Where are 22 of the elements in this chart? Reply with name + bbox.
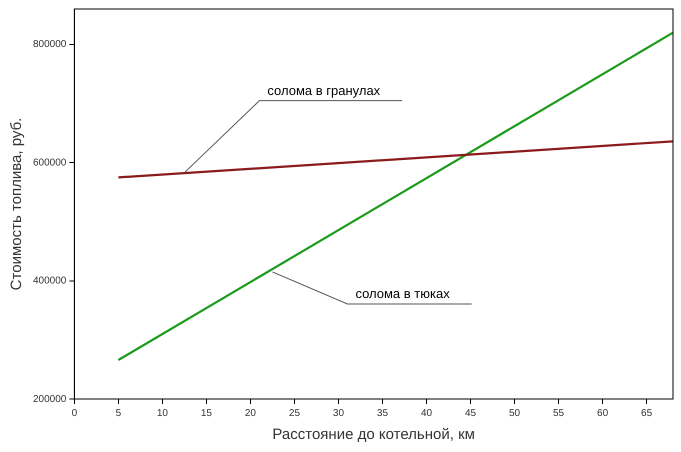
y-tick-label: 200000 <box>32 394 67 405</box>
annotation: солома в гранулах <box>267 82 381 98</box>
x-axis-title: Расстояние до котельной, км <box>272 426 475 444</box>
x-tick-label: 25 <box>288 408 300 419</box>
y-tick-label: 600000 <box>32 157 67 168</box>
x-tick-label: 60 <box>597 408 609 419</box>
x-tick-label: 10 <box>156 408 168 419</box>
x-tick-label: 0 <box>72 408 78 419</box>
x-tick-label: 45 <box>464 408 477 419</box>
x-tick-label: 15 <box>200 408 212 419</box>
y-axis-title: Стоимость топлива, руб. <box>8 118 26 290</box>
x-tick-label: 5 <box>116 408 122 419</box>
annotation: солома в тюках <box>355 286 450 302</box>
x-tick-label: 30 <box>332 408 344 419</box>
y-tick-label: 800000 <box>32 39 67 50</box>
x-tick-label: 20 <box>244 408 256 419</box>
x-tick-label: 40 <box>420 408 433 419</box>
x-tick-label: 50 <box>508 408 521 419</box>
x-tick-label: 55 <box>552 408 565 419</box>
x-tick-label: 35 <box>376 408 388 419</box>
y-tick-label: 400000 <box>32 276 67 287</box>
x-tick-label: 65 <box>641 408 653 419</box>
